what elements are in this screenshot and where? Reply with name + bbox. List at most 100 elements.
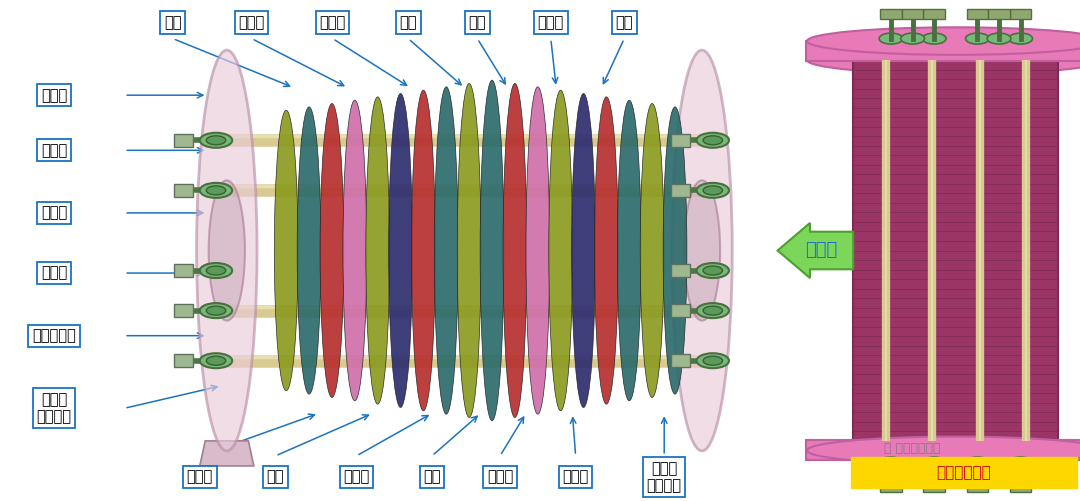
Ellipse shape [697,263,729,278]
Text: 电解槽接头: 电解槽接头 [32,328,76,343]
Ellipse shape [200,303,232,318]
Text: 大螺杆: 大螺杆 [41,143,67,158]
FancyBboxPatch shape [671,134,690,147]
FancyArrow shape [778,223,853,278]
FancyBboxPatch shape [923,9,945,19]
Ellipse shape [684,180,720,321]
FancyBboxPatch shape [174,134,193,147]
Ellipse shape [807,28,1080,55]
FancyBboxPatch shape [174,304,193,317]
FancyBboxPatch shape [1010,482,1031,492]
Text: 支撑网: 支撑网 [538,15,564,30]
Ellipse shape [503,84,527,417]
Ellipse shape [320,104,343,397]
Text: 隔膜: 隔膜 [616,15,633,30]
Ellipse shape [297,107,321,394]
Ellipse shape [663,107,687,394]
Ellipse shape [571,94,595,407]
Ellipse shape [697,353,729,368]
FancyBboxPatch shape [902,9,923,19]
FancyBboxPatch shape [1075,445,1080,459]
Text: 支撑网: 支撑网 [343,469,369,484]
Ellipse shape [411,90,435,411]
Ellipse shape [672,50,732,451]
Text: 极板: 极板 [400,15,417,30]
Text: 负极网: 负极网 [187,469,213,484]
Ellipse shape [697,303,729,318]
FancyBboxPatch shape [808,445,836,459]
Ellipse shape [206,186,226,195]
Ellipse shape [618,100,642,401]
Ellipse shape [549,90,572,411]
Ellipse shape [703,136,723,145]
Ellipse shape [366,97,390,404]
Ellipse shape [697,183,729,198]
FancyBboxPatch shape [671,264,690,277]
FancyBboxPatch shape [174,184,193,197]
FancyBboxPatch shape [671,184,690,197]
Ellipse shape [901,33,924,44]
Ellipse shape [879,457,903,468]
FancyBboxPatch shape [1010,9,1031,19]
Ellipse shape [697,133,729,148]
Ellipse shape [966,33,989,44]
Ellipse shape [640,104,664,397]
Ellipse shape [206,356,226,365]
Ellipse shape [434,87,458,414]
Ellipse shape [274,110,298,391]
FancyBboxPatch shape [808,42,836,56]
Text: 绝缘套: 绝缘套 [563,469,589,484]
Ellipse shape [200,183,232,198]
Text: 支撑网: 支撑网 [239,15,265,30]
FancyBboxPatch shape [671,304,690,317]
Ellipse shape [481,80,504,421]
Text: 垫片: 垫片 [423,469,441,484]
Text: 电解槽总装图: 电解槽总装图 [936,465,990,480]
Ellipse shape [200,133,232,148]
Text: 端压板
（正极）: 端压板 （正极） [37,392,71,424]
Ellipse shape [879,33,903,44]
Ellipse shape [200,263,232,278]
FancyBboxPatch shape [967,482,988,492]
FancyBboxPatch shape [853,60,1058,441]
FancyBboxPatch shape [671,354,690,367]
Text: 正极网: 正极网 [320,15,346,30]
FancyBboxPatch shape [806,41,1080,61]
Ellipse shape [703,306,723,315]
Polygon shape [200,441,254,466]
FancyBboxPatch shape [988,9,1010,19]
FancyBboxPatch shape [923,482,945,492]
Ellipse shape [206,266,226,275]
FancyBboxPatch shape [806,440,1080,460]
Ellipse shape [200,353,232,368]
Ellipse shape [987,33,1011,44]
Ellipse shape [807,47,1080,74]
FancyBboxPatch shape [851,457,1077,488]
Text: 极板: 极板 [164,15,181,30]
Ellipse shape [206,136,226,145]
Text: 大螺母: 大螺母 [41,88,67,103]
Text: 极框: 极框 [469,15,486,30]
Ellipse shape [922,457,946,468]
Ellipse shape [703,356,723,365]
Text: 端压板
（负极）: 端压板 （负极） [647,461,681,493]
Ellipse shape [343,100,367,401]
Text: 负极网: 负极网 [487,469,513,484]
Ellipse shape [966,457,989,468]
FancyBboxPatch shape [174,354,193,367]
Ellipse shape [922,33,946,44]
Text: 隔膜: 隔膜 [267,469,284,484]
Ellipse shape [807,436,1080,464]
Ellipse shape [197,50,257,451]
Ellipse shape [1009,457,1032,468]
Text: 导向环: 导向环 [41,205,67,220]
Ellipse shape [594,97,618,404]
Ellipse shape [703,186,723,195]
FancyBboxPatch shape [174,264,193,277]
Ellipse shape [457,84,481,417]
Ellipse shape [1009,33,1032,44]
Text: 导向套: 导向套 [41,266,67,281]
FancyBboxPatch shape [967,9,988,19]
FancyBboxPatch shape [1075,42,1080,56]
Ellipse shape [206,306,226,315]
